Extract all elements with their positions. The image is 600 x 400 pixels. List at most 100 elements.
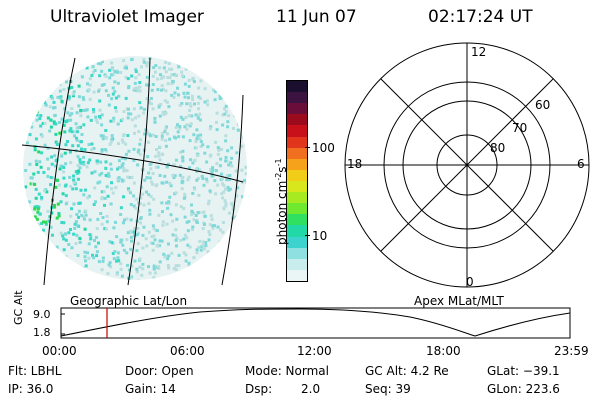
uv-emission-dot [224,204,228,208]
glon-info: GLon: 223.6 [487,382,560,396]
uv-emission-dot [190,114,194,118]
uv-emission-dot [203,87,207,91]
uv-emission-dot [124,152,128,156]
uv-emission-dot [127,187,130,191]
uv-emission-dot [219,157,223,161]
uv-emission-dot [43,100,46,104]
uv-emission-dot [143,178,147,182]
uv-emission-dot [29,265,33,269]
uv-emission-dot [245,181,247,185]
uv-emission-dot [64,238,68,242]
uv-emission-dot [240,239,244,243]
uv-emission-dot [117,159,121,163]
uv-emission-dot [108,240,112,244]
uv-emission-dot [165,132,169,136]
uv-emission-dot [156,265,160,269]
uv-emission-dot [130,264,134,268]
uv-emission-dot [134,116,138,120]
uv-emission-dot [230,164,234,168]
uv-emission-dot [199,140,203,143]
uv-emission-dot [228,211,231,215]
uv-emission-dot [101,60,104,64]
uv-emission-dot [139,216,143,220]
uv-emission-dot [224,104,228,108]
uv-emission-dot [49,118,53,122]
uv-emission-dot [101,134,105,138]
uv-emission-dot [138,257,142,261]
uv-emission-dot [116,179,120,183]
uv-emission-dot [48,215,52,219]
uv-emission-dot [47,167,50,171]
uv-emission-dot [63,232,67,236]
uv-emission-dot [26,122,30,125]
uv-emission-dot [152,227,156,231]
uv-emission-dot [221,113,225,117]
uv-emission-dot [49,125,53,129]
uv-emission-dot [82,97,86,101]
uv-emission-dot [138,265,142,269]
polar-diagonal [380,78,554,252]
uv-emission-dot [147,202,151,206]
altitude-xtick: 18:00 [426,344,461,358]
uv-emission-dot [109,140,113,144]
uv-emission-dot [110,138,114,142]
uv-emission-dot [148,212,152,216]
uv-emission-dot [76,144,80,148]
uv-emission-dot [180,102,184,105]
uv-emission-dot [32,68,36,72]
uv-emission-dot [135,233,139,237]
uv-emission-dot [197,107,200,111]
uv-emission-dot [76,268,80,272]
uv-emission-dot [220,275,224,279]
uv-emission-dot [56,57,60,61]
uv-emission-dot [243,179,246,182]
uv-emission-dot [150,88,154,92]
uv-emission-dot [36,207,40,211]
uv-emission-dot [226,185,230,189]
uv-emission-dot [29,176,33,180]
uv-emission-dot [69,161,73,165]
uv-emission-dot [24,231,28,235]
uv-emission-dot [145,97,149,101]
uv-emission-dot [68,129,72,133]
uv-emission-dot [165,164,169,168]
uv-emission-dot [54,159,58,163]
uv-emission-dot [97,241,100,245]
uv-emission-dot [181,155,185,159]
uv-emission-dot [23,242,27,246]
uv-emission-dot [240,61,244,65]
uv-emission-dot [237,235,241,239]
uv-emission-dot [126,134,130,137]
uv-emission-dot [179,165,183,169]
uv-emission-dot [229,270,232,274]
uv-emission-dot [112,226,116,230]
uv-emission-dot [220,240,224,244]
uv-emission-dot [43,56,47,59]
uv-emission-dot [208,189,212,193]
uv-emission-dot [213,83,217,87]
uv-emission-dot [206,257,210,261]
uv-emission-dot [27,276,31,280]
uv-emission-dot [119,240,123,244]
altitude-xtick: 06:00 [170,344,205,358]
uv-emission-dot [214,246,218,250]
uv-emission-dot [156,77,160,81]
uv-emission-dot [127,112,131,116]
uv-emission-dot [195,137,199,141]
uv-emission-dot [207,238,211,242]
uv-emission-dot [72,202,76,206]
uv-emission-dot [78,158,82,162]
uv-emission-dot [189,104,193,108]
uv-emission-dot [77,201,81,205]
uv-emission-dot [113,90,117,94]
uv-emission-dot [64,255,68,259]
uv-emission-dot [112,116,116,120]
uv-emission-dot [240,168,244,172]
uv-emission-dot [40,151,44,155]
uv-emission-dot [73,267,77,271]
uv-emission-dot [242,209,246,213]
uv-emission-dot [61,234,65,238]
uv-emission-dot [132,194,136,198]
uv-emission-dot [201,243,205,247]
uv-emission-dot [176,130,180,134]
